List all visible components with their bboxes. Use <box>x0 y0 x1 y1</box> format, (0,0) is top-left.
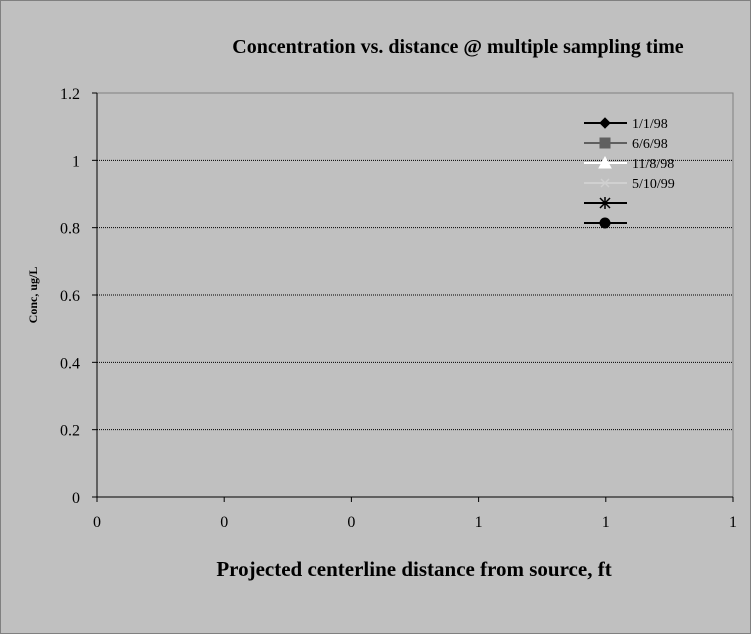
x-tick-label: 1 <box>602 514 610 531</box>
x-tick-label: 0 <box>347 514 355 531</box>
legend-entry: 1/1/98 <box>584 117 668 132</box>
legend-marker-diamond <box>599 117 611 129</box>
y-axis-label: Conc, ug/L <box>26 267 40 324</box>
legend-label: 11/8/98 <box>632 157 674 172</box>
y-tick-label: 0.6 <box>60 288 80 305</box>
x-tick-label: 0 <box>220 514 228 531</box>
legend-marker-star <box>599 197 611 209</box>
legend-entry: 5/10/99 <box>584 177 675 192</box>
y-tick-label: 0.4 <box>60 355 80 372</box>
legend-marker-triangle <box>598 155 612 169</box>
x-tick-label: 1 <box>729 514 737 531</box>
legend: 1/1/98 6/6/98 11/8/98 5/10/99 <box>584 117 675 229</box>
legend-marker-square <box>599 137 611 149</box>
y-tick-label: 1 <box>72 153 80 170</box>
legend-label: 5/10/99 <box>632 177 675 192</box>
chart-title: Concentration vs. distance @ multiple sa… <box>232 36 684 58</box>
legend-entry <box>584 217 627 229</box>
legend-marker-x <box>600 178 610 188</box>
y-axis-ticks: 1.2 1 0.8 0.6 0.4 0.2 0 <box>60 86 97 507</box>
legend-entry: 6/6/98 <box>584 137 668 152</box>
x-tick-label: 1 <box>475 514 483 531</box>
legend-marker-circle <box>599 217 611 229</box>
y-tick-label: 1.2 <box>60 86 80 103</box>
x-tick-label: 0 <box>93 514 101 531</box>
x-axis-label: Projected centerline distance from sourc… <box>216 557 611 581</box>
y-tick-label: 0.8 <box>60 221 80 238</box>
y-tick-label: 0.2 <box>60 423 80 440</box>
y-tick-label: 0 <box>72 490 80 507</box>
legend-entry: 11/8/98 <box>584 155 674 172</box>
legend-label: 1/1/98 <box>632 117 668 132</box>
legend-entry <box>584 197 627 209</box>
gridlines <box>97 159 733 431</box>
legend-label: 6/6/98 <box>632 137 668 152</box>
x-axis-ticks: 0 0 0 1 1 1 <box>93 497 737 531</box>
